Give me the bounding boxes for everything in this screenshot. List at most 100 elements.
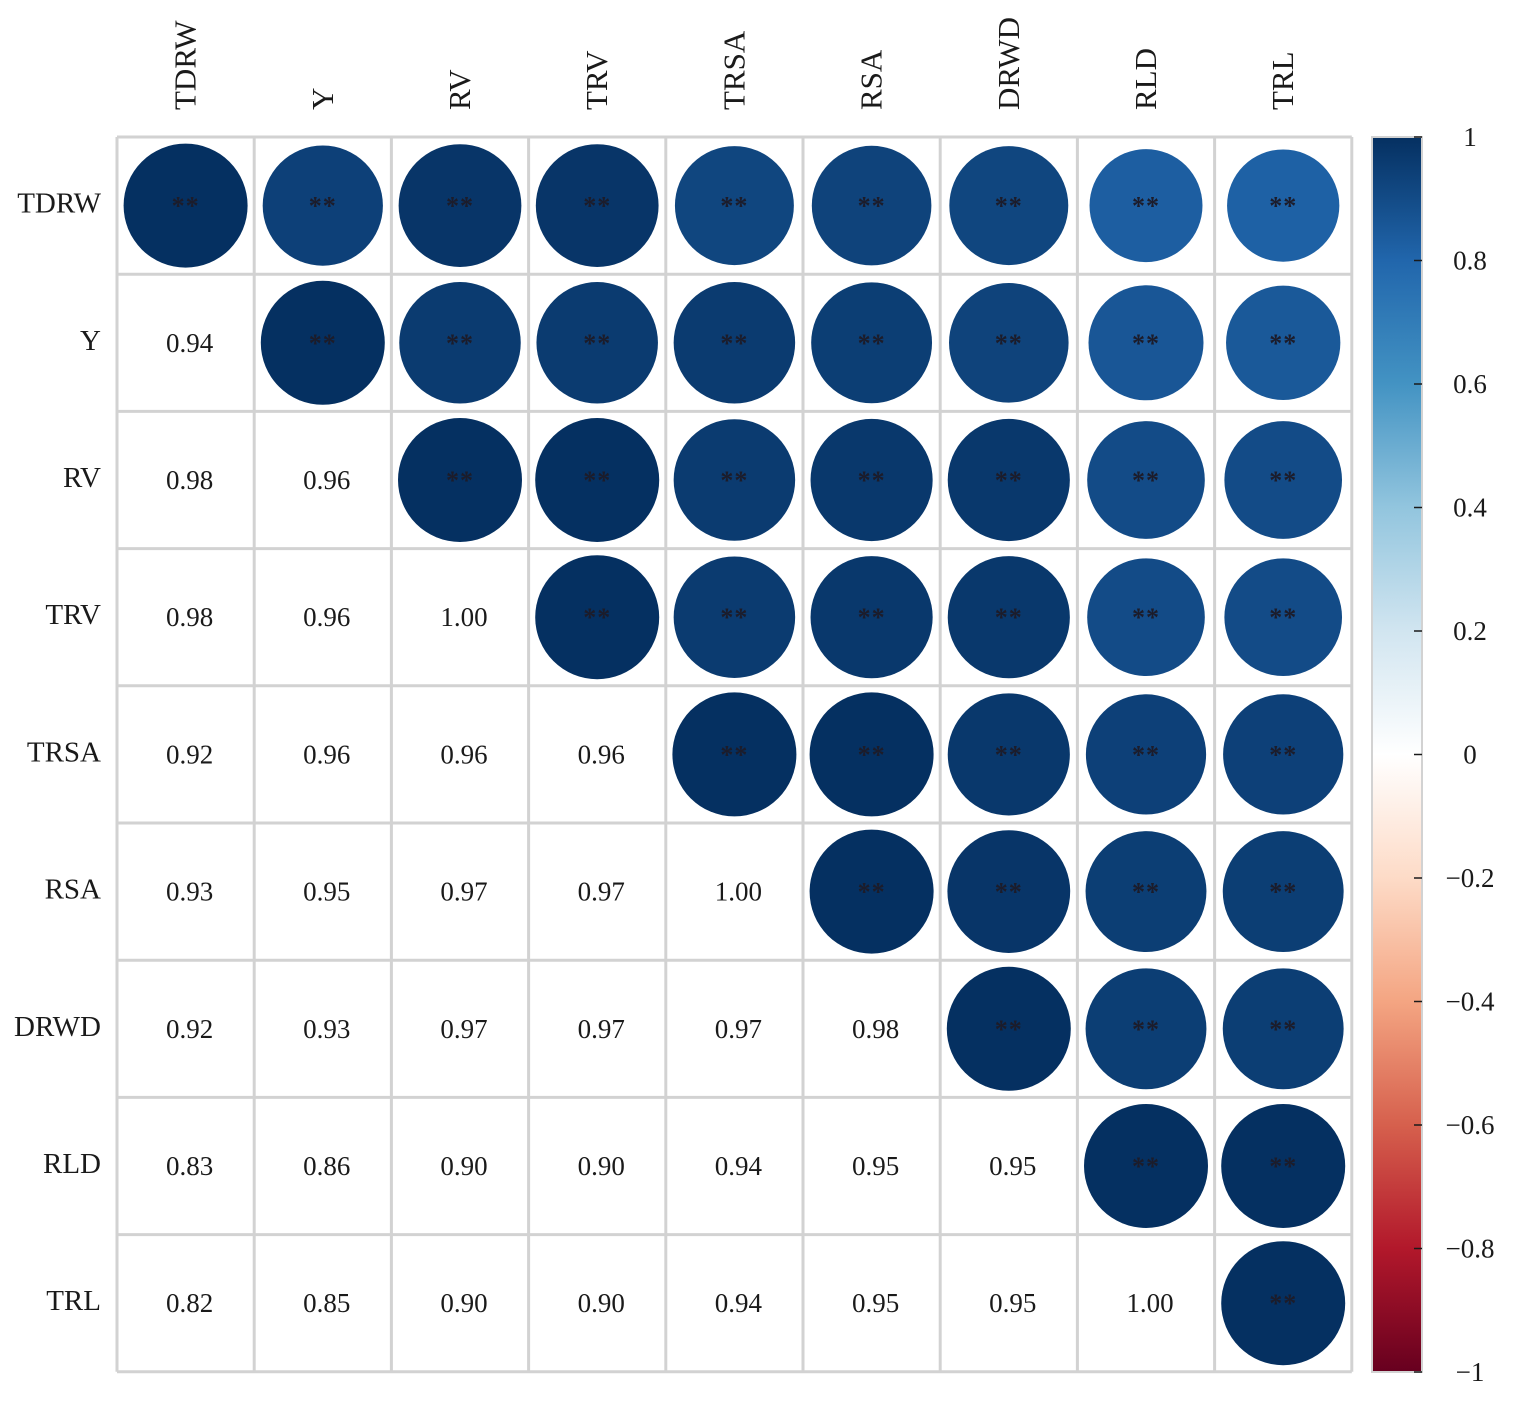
corr-circle-y-rsa <box>811 282 933 404</box>
corr-circle-trv-trsa <box>673 556 796 678</box>
corr-circle-y-trsa <box>673 282 796 404</box>
corr-circle-rld-rld <box>1084 1104 1208 1228</box>
corr-value-trsa-rv: 0.96 <box>440 739 487 769</box>
significance-marker: ** <box>995 466 1023 495</box>
significance-marker: ** <box>1269 1152 1297 1181</box>
row-label-drwd: DRWD <box>14 1011 101 1043</box>
corr-circle-rv-trl <box>1224 421 1343 539</box>
significance-marker: ** <box>858 466 886 495</box>
corr-circle-y-trv <box>536 282 658 404</box>
row-label-rld: RLD <box>43 1148 101 1180</box>
corr-value-rld-drwd: 0.95 <box>989 1151 1036 1181</box>
corr-circle-rld-trl <box>1221 1104 1346 1228</box>
corr-value-trl-trsa: 0.94 <box>715 1288 763 1318</box>
significance-marker: ** <box>995 603 1023 632</box>
row-label-rsa: RSA <box>45 874 101 906</box>
significance-marker: ** <box>1269 740 1297 769</box>
corr-value-rld-trv: 0.90 <box>578 1151 625 1181</box>
corr-circle-rv-trv <box>535 418 660 542</box>
corr-circle-tdrw-rsa <box>811 145 932 266</box>
corr-value-y-tdrw: 0.94 <box>166 328 214 358</box>
corr-value-rld-rsa: 0.95 <box>852 1151 899 1181</box>
significance-marker: ** <box>446 192 474 221</box>
corr-value-trv-rv: 1.00 <box>440 602 487 632</box>
corr-circle-rsa-rld <box>1085 831 1207 953</box>
column-label-rv: RV <box>442 69 477 110</box>
corr-circle-trv-trl <box>1224 558 1343 677</box>
corr-circle-y-y <box>260 280 385 405</box>
significance-marker: ** <box>995 740 1023 769</box>
corr-value-drwd-trsa: 0.97 <box>715 1014 762 1044</box>
corr-value-trl-rsa: 0.95 <box>852 1288 899 1318</box>
corr-circle-rsa-rsa <box>809 829 934 954</box>
significance-marker: ** <box>858 878 886 907</box>
corr-value-trv-tdrw: 0.98 <box>166 602 213 632</box>
row-label-trsa: TRSA <box>27 736 101 768</box>
significance-marker: ** <box>1132 1152 1160 1181</box>
corr-circle-rv-rv <box>398 418 522 542</box>
corr-value-rsa-trv: 0.97 <box>578 877 625 907</box>
corr-circle-rv-rsa <box>810 418 933 542</box>
corr-circle-drwd-trl <box>1222 968 1344 1090</box>
corr-circle-tdrw-trl <box>1227 149 1340 262</box>
corr-value-drwd-rv: 0.97 <box>440 1014 487 1044</box>
column-label-rsa: RSA <box>854 49 889 110</box>
corr-value-rsa-trsa: 1.00 <box>715 877 762 907</box>
colorbar-ticks: 1 0.8 0.6 0.4 0.2 0 −0.2 −0.4 −0.6 −0.8 −1 <box>1414 122 1495 1387</box>
corr-circle-rv-drwd <box>947 418 1070 542</box>
significance-marker: ** <box>1132 466 1160 495</box>
corr-value-trl-trv: 0.90 <box>578 1288 625 1318</box>
corr-circle-tdrw-rv <box>398 144 522 267</box>
significance-marker: ** <box>446 466 474 495</box>
corr-value-trsa-trv: 0.96 <box>578 739 625 769</box>
significance-marker: ** <box>172 192 200 221</box>
corr-circle-trsa-trsa <box>672 692 797 817</box>
significance-marker: ** <box>720 329 748 358</box>
corr-circle-trsa-rsa <box>809 692 934 817</box>
corr-circle-drwd-rld <box>1085 968 1207 1090</box>
row-label-rv: RV <box>63 462 101 494</box>
significance-marker: ** <box>858 192 886 221</box>
colorbar-tick-label: 0.4 <box>1453 493 1487 523</box>
significance-marker: ** <box>720 466 748 495</box>
corr-value-rld-trsa: 0.94 <box>715 1151 763 1181</box>
significance-marker: ** <box>309 329 337 358</box>
corr-circle-drwd-drwd <box>946 966 1071 1091</box>
significance-marker: ** <box>720 740 748 769</box>
significance-marker: ** <box>446 329 474 358</box>
colorbar-tick-label: 0.8 <box>1453 246 1487 276</box>
correlation-values: 0.94 0.98 0.96 0.98 0.96 1.00 0.92 0.96 0.96 0.96… <box>166 328 1174 1318</box>
corr-circle-trsa-trl <box>1223 694 1344 815</box>
corr-circle-tdrw-drwd <box>949 146 1069 266</box>
colorbar-tick-label: −1 <box>1456 1357 1485 1387</box>
colorbar-tick-label: −0.2 <box>1446 863 1495 893</box>
corr-circle-trv-trv <box>535 555 660 680</box>
column-label-trl: TRL <box>1265 51 1300 110</box>
corr-circle-rsa-drwd <box>947 830 1071 953</box>
significance-marker: ** <box>583 192 611 221</box>
significance-marker: ** <box>1269 1015 1297 1044</box>
significance-marker: ** <box>995 329 1023 358</box>
significance-marker: ** <box>995 878 1023 907</box>
significance-marker: ** <box>720 192 748 221</box>
corr-circle-trsa-rld <box>1085 694 1207 815</box>
row-label-y: Y <box>80 325 101 357</box>
column-label-trv: TRV <box>579 50 614 110</box>
corr-circle-trv-drwd <box>947 556 1070 679</box>
colorbar-tick-label: 0.2 <box>1453 616 1487 646</box>
corr-value-drwd-tdrw: 0.92 <box>166 1014 213 1044</box>
column-label-rld: RLD <box>1128 48 1163 110</box>
corr-value-rld-y: 0.86 <box>303 1151 350 1181</box>
significance-marker: ** <box>1269 329 1297 358</box>
row-labels: TDRW Y RV TRV TRSA RSA DRWD RLD TRL <box>14 188 102 1318</box>
colorbar-tick-label: −0.4 <box>1446 987 1495 1017</box>
corr-circle-trsa-drwd <box>947 693 1070 816</box>
column-labels: TDRW Y RV TRV TRSA RSA DRWD RLD TRL <box>168 17 1301 110</box>
row-label-trv: TRV <box>45 599 101 631</box>
corr-value-rld-rv: 0.90 <box>440 1151 487 1181</box>
significance-marker: ** <box>1132 1015 1160 1044</box>
corr-circle-tdrw-rld <box>1089 149 1203 263</box>
column-label-y: Y <box>305 88 340 110</box>
significance-marker: ** <box>1269 603 1297 632</box>
